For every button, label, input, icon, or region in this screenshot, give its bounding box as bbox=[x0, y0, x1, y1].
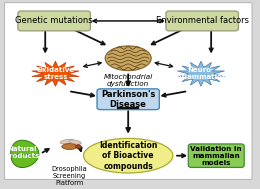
Ellipse shape bbox=[83, 138, 173, 173]
Polygon shape bbox=[11, 140, 39, 167]
Polygon shape bbox=[177, 61, 225, 86]
Text: Identification
of Bioactive
compounds: Identification of Bioactive compounds bbox=[99, 141, 157, 171]
FancyBboxPatch shape bbox=[4, 3, 252, 179]
FancyBboxPatch shape bbox=[188, 144, 244, 167]
FancyBboxPatch shape bbox=[97, 89, 159, 110]
Text: Natural
Products: Natural Products bbox=[5, 146, 40, 159]
Text: Neuro-
inflammation: Neuro- inflammation bbox=[174, 67, 228, 80]
Text: Parkinson's
Disease: Parkinson's Disease bbox=[101, 90, 155, 109]
Text: Environmental factors: Environmental factors bbox=[156, 16, 249, 26]
Ellipse shape bbox=[69, 140, 81, 144]
Text: Drosophila
Screening
Platform: Drosophila Screening Platform bbox=[51, 166, 87, 186]
Text: Genetic mutations: Genetic mutations bbox=[15, 16, 93, 26]
Ellipse shape bbox=[105, 46, 151, 70]
Text: Validation in
mammalian
models: Validation in mammalian models bbox=[190, 146, 242, 166]
FancyBboxPatch shape bbox=[18, 11, 90, 31]
Ellipse shape bbox=[76, 145, 81, 149]
Text: Mitochondrial
dysfunction: Mitochondrial dysfunction bbox=[103, 74, 153, 87]
Text: Oxidative
stress: Oxidative stress bbox=[36, 67, 75, 80]
Ellipse shape bbox=[62, 144, 77, 149]
FancyBboxPatch shape bbox=[166, 11, 238, 31]
Ellipse shape bbox=[60, 139, 74, 144]
Polygon shape bbox=[32, 61, 79, 86]
